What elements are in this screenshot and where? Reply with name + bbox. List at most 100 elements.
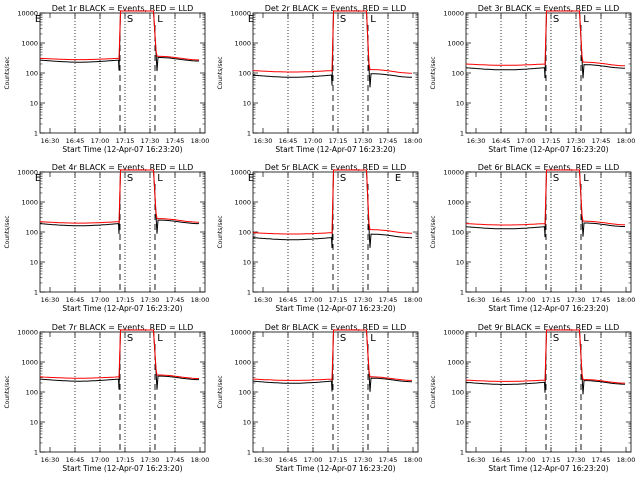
y-tick-label: 100: [452, 389, 464, 397]
detector-panel: Det 8r BLACK = Events, RED = LLD Counts/s…: [217, 323, 422, 473]
x-tick-label: 17:00: [91, 456, 110, 464]
panel-title: Det 7r BLACK = Events, RED = LLD: [52, 323, 194, 332]
x-tick-label: 17:15: [329, 137, 348, 145]
y-tick-label: 10000: [17, 10, 38, 18]
detector-panel: Det 7r BLACK = Events, RED = LLD Counts/s…: [4, 323, 209, 473]
detector-panel: Det 3r BLACK = Events, RED = LLD Counts/s…: [430, 4, 635, 154]
x-tick-label: 17:45: [166, 456, 185, 464]
y-tick-label: 1: [247, 449, 251, 457]
x-tick-label: 16:45: [66, 137, 85, 145]
panel-title: Det 8r BLACK = Events, RED = LLD: [265, 323, 407, 332]
y-tick-label: 10: [30, 259, 38, 267]
x-axis-label: Start Time (12-Apr-07 16:23:20): [488, 145, 608, 154]
y-tick-label: 1: [460, 289, 464, 297]
lld-series-line: [252, 329, 412, 382]
y-tick-label: 10: [243, 259, 251, 267]
x-axis-label: Start Time (12-Apr-07 16:23:20): [62, 145, 182, 154]
x-tick-label: 17:30: [354, 137, 373, 145]
y-axis-label: Counts/sec: [4, 215, 11, 248]
detector-panel: Det 6r BLACK = Events, RED = LLD Counts/s…: [430, 163, 635, 313]
x-tick-label: 16:30: [254, 296, 273, 304]
x-tick-label: 17:30: [141, 137, 160, 145]
marker-letter: S: [340, 333, 346, 344]
detector-panel: Det 1r BLACK = Events, RED = LLD Counts/s…: [4, 4, 209, 154]
y-tick-label: 10000: [443, 10, 464, 18]
plot-frame: [39, 12, 206, 134]
y-tick-label: 100: [452, 70, 464, 78]
x-tick-label: 17:45: [592, 137, 611, 145]
x-axis-label: Start Time (12-Apr-07 16:23:20): [275, 145, 395, 154]
x-tick-label: 18:00: [191, 456, 210, 464]
x-axis-label: Start Time (12-Apr-07 16:23:20): [62, 464, 182, 473]
lld-series-line: [252, 169, 413, 235]
plot-frame: [465, 171, 632, 293]
events-series-line: [465, 10, 626, 79]
y-tick-label: 100: [452, 229, 464, 237]
x-tick-label: 17:30: [567, 456, 586, 464]
panel-title: Det 3r BLACK = Events, RED = LLD: [478, 4, 620, 13]
y-tick-label: 1000: [234, 199, 251, 207]
x-tick-label: 18:00: [191, 296, 210, 304]
y-tick-label: 1000: [447, 359, 464, 367]
y-axis-label: Counts/sec: [217, 215, 224, 248]
events-series-line: [252, 169, 413, 249]
y-tick-label: 10000: [443, 329, 464, 337]
y-tick-label: 10: [243, 100, 251, 108]
x-tick-label: 17:30: [141, 296, 160, 304]
x-tick-label: 17:00: [304, 296, 323, 304]
x-tick-label: 16:45: [279, 296, 298, 304]
x-tick-label: 17:00: [91, 137, 110, 145]
y-tick-label: 1000: [234, 359, 251, 367]
marker-letter: L: [370, 333, 376, 344]
x-axis-label: Start Time (12-Apr-07 16:23:20): [275, 304, 395, 313]
y-tick-label: 1: [460, 449, 464, 457]
x-tick-label: 17:15: [329, 456, 348, 464]
x-axis-label: Start Time (12-Apr-07 16:23:20): [62, 304, 182, 313]
plot-frame: [252, 12, 419, 134]
y-tick-label: 1000: [21, 199, 38, 207]
y-tick-label: 10000: [230, 10, 251, 18]
x-tick-label: 16:45: [279, 456, 298, 464]
x-tick-label: 18:00: [191, 137, 210, 145]
x-tick-label: 16:45: [492, 456, 511, 464]
marker-letter: E: [248, 14, 254, 25]
marker-letter: S: [553, 173, 559, 184]
x-tick-label: 16:45: [279, 137, 298, 145]
lld-series-line: [252, 10, 413, 74]
plot-frame: [39, 171, 206, 293]
detector-panel: Det 2r BLACK = Events, RED = LLD Counts/s…: [217, 4, 422, 154]
x-tick-label: 16:45: [66, 296, 85, 304]
x-tick-label: 17:00: [304, 456, 323, 464]
x-axis-label: Start Time (12-Apr-07 16:23:20): [275, 464, 395, 473]
x-axis-label: Start Time (12-Apr-07 16:23:20): [488, 464, 608, 473]
y-tick-label: 1: [460, 130, 464, 138]
x-tick-label: 17:45: [592, 456, 611, 464]
x-tick-label: 17:00: [91, 296, 110, 304]
x-tick-label: 17:30: [354, 296, 373, 304]
x-tick-label: 17:45: [166, 296, 185, 304]
y-axis-label: Counts/sec: [217, 56, 224, 89]
x-tick-label: 17:00: [517, 456, 536, 464]
y-axis-label: Counts/sec: [217, 375, 224, 408]
marker-letter: E: [395, 173, 401, 184]
y-axis-label: Counts/sec: [4, 375, 11, 408]
events-series-line: [465, 329, 626, 395]
y-tick-label: 1: [247, 289, 251, 297]
panel-title: Det 5r BLACK = Events, RED = LLD: [265, 163, 407, 172]
panel-title: Det 6r BLACK = Events, RED = LLD: [478, 163, 620, 172]
x-tick-label: 17:45: [379, 137, 398, 145]
y-tick-label: 1: [34, 449, 38, 457]
y-tick-label: 100: [239, 229, 251, 237]
x-tick-label: 16:45: [492, 137, 511, 145]
lld-series-line: [39, 10, 200, 61]
y-tick-label: 100: [26, 229, 38, 237]
y-tick-label: 10000: [17, 329, 38, 337]
plot-frame: [465, 331, 632, 453]
detector-panel: Det 9r BLACK = Events, RED = LLD Counts/s…: [430, 323, 635, 473]
x-tick-label: 18:00: [404, 137, 423, 145]
events-series-line: [252, 10, 412, 88]
lld-series-line: [465, 10, 625, 67]
x-tick-label: 16:30: [467, 456, 486, 464]
x-tick-label: 17:30: [141, 456, 160, 464]
